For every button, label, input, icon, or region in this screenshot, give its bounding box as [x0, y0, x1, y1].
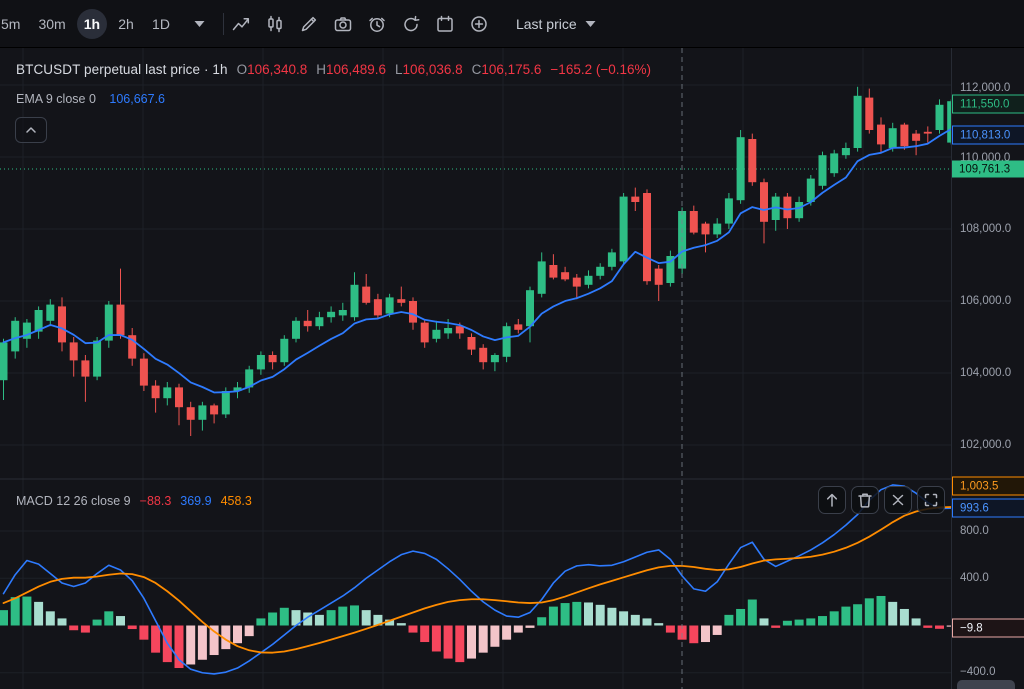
- axis-tick: 400.0: [960, 572, 989, 584]
- scrollbar-thumb[interactable]: [957, 680, 1015, 689]
- replay-button[interactable]: [394, 7, 428, 41]
- price-tag: 110,813.0: [952, 125, 1024, 145]
- macd-value: −88.3: [139, 494, 172, 508]
- pencil-button[interactable]: [292, 7, 326, 41]
- price-tag: 1,003.5: [952, 476, 1024, 496]
- timeframe-5m[interactable]: 5m: [0, 9, 27, 39]
- axis-tick: −400.0: [960, 666, 996, 678]
- change-readout: −165.2 (−0.16%): [550, 62, 651, 77]
- candlestick-icon: [265, 14, 285, 34]
- timeframe-1h[interactable]: 1h: [76, 8, 108, 39]
- ohlc-readout: O106,340.8 H106,489.6 L106,036.8 C106,175.6: [228, 62, 542, 77]
- top-toolbar: 5m 30m 1h 2h 1D Last price: [0, 0, 1024, 48]
- axis-tick: 112,000.0: [960, 82, 1011, 94]
- line-chart-button[interactable]: [224, 7, 258, 41]
- macd-value: 369.9: [180, 494, 212, 508]
- ema-legend: EMA 9 close 0 106,667.6: [16, 92, 165, 106]
- ohlc-value: 106,175.6: [481, 62, 542, 77]
- axis-tick: 104,000.0: [960, 367, 1012, 379]
- axis-tick: 106,000.0: [960, 295, 1012, 307]
- arrow-up-icon: [823, 491, 841, 509]
- ohlc-label: H: [316, 62, 326, 77]
- macd-value: 458.3: [220, 494, 252, 508]
- ohlc-value: 106,340.8: [247, 62, 308, 77]
- symbol-legend: BTCUSDT perpetual last price · 1h O106,34…: [16, 62, 651, 77]
- alarm-clock-icon: [367, 14, 387, 34]
- ohlc-value: 106,036.8: [402, 62, 463, 77]
- camera-icon: [333, 14, 353, 34]
- ema-legend-label: EMA 9 close 0: [16, 92, 96, 106]
- axis-tick: 108,000.0: [960, 223, 1012, 235]
- pane-collapse-button[interactable]: [15, 117, 47, 143]
- timeframe-group: 5m 30m 1h 2h 1D: [0, 8, 179, 39]
- toolbar-icon-group: [224, 7, 496, 41]
- pane-arrow-up-button[interactable]: [818, 486, 846, 514]
- macd-legend-label: MACD 12 26 close 9: [16, 494, 131, 508]
- ohlc-label: L: [395, 62, 403, 77]
- alarm-clock-button[interactable]: [360, 7, 394, 41]
- price-tag: 993.6: [952, 498, 1024, 518]
- interval-menu-button[interactable]: [187, 11, 213, 37]
- ohlc-label: O: [236, 62, 248, 77]
- add-circle-icon: [469, 14, 489, 34]
- maximize-icon: [922, 491, 940, 509]
- candlestick-button[interactable]: [258, 7, 292, 41]
- price-tag: 111,550.0: [952, 94, 1024, 114]
- ohlc-label: C: [471, 62, 482, 77]
- macd-legend: MACD 12 26 close 9 −88.3 369.9 458.3: [16, 494, 252, 508]
- timeframe-30m[interactable]: 30m: [31, 9, 72, 39]
- collapse-icon: [889, 491, 907, 509]
- price-tag: −9.8: [952, 618, 1024, 638]
- axis-tick: 800.0: [960, 525, 989, 537]
- pane-trash-button[interactable]: [851, 486, 879, 514]
- trash-icon: [856, 491, 874, 509]
- camera-button[interactable]: [326, 7, 360, 41]
- calendar-button[interactable]: [428, 7, 462, 41]
- macd-legend-values: −88.3 369.9 458.3: [131, 494, 252, 508]
- symbol-title: BTCUSDT perpetual last price · 1h: [16, 62, 228, 77]
- toolbar-divider: [222, 12, 224, 35]
- replay-icon: [401, 14, 421, 34]
- pencil-icon: [299, 14, 319, 34]
- ema-legend-value: 106,667.6: [109, 92, 165, 106]
- add-circle-button[interactable]: [462, 7, 496, 41]
- timeframe-1D[interactable]: 1D: [145, 9, 177, 39]
- axis-tick: 102,000.0: [960, 439, 1012, 451]
- pane-maximize-button[interactable]: [917, 486, 945, 514]
- line-chart-icon: [231, 14, 251, 34]
- calendar-icon: [435, 14, 455, 34]
- chevron-up-icon: [23, 122, 39, 138]
- pane-collapse-button[interactable]: [884, 486, 912, 514]
- price-source-selector[interactable]: Last price: [516, 16, 596, 32]
- price-tag: 109,761.3: [952, 160, 1024, 178]
- price-axis[interactable]: 112,000.0 110,000.0 108,000.0 106,000.0 104,…: [951, 48, 1024, 689]
- price-source-label: Last price: [515, 15, 577, 32]
- ohlc-value: 106,489.6: [325, 62, 387, 77]
- timeframe-2h[interactable]: 2h: [111, 9, 141, 39]
- caret-down-icon: [585, 20, 596, 28]
- pane-button-row: [818, 486, 945, 514]
